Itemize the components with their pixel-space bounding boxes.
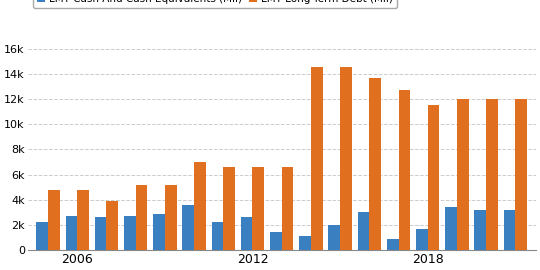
Bar xyxy=(65,216,77,250)
Bar xyxy=(340,68,352,250)
Bar xyxy=(446,207,457,250)
Bar xyxy=(428,105,440,250)
Bar xyxy=(504,210,515,250)
Bar xyxy=(165,185,177,250)
Bar xyxy=(183,205,194,250)
Bar xyxy=(124,216,136,250)
Bar xyxy=(475,210,486,250)
Bar xyxy=(486,99,498,250)
Bar xyxy=(253,167,264,250)
Bar xyxy=(194,162,206,250)
Bar xyxy=(515,99,527,250)
Bar xyxy=(106,201,118,250)
Bar xyxy=(399,90,410,250)
Bar xyxy=(77,190,89,250)
Bar xyxy=(357,212,369,250)
Bar xyxy=(94,217,106,250)
Bar xyxy=(457,99,469,250)
Bar xyxy=(328,225,340,250)
Bar xyxy=(311,68,322,250)
Bar xyxy=(212,222,223,250)
Legend: LMT Cash And Cash Equivalents (Mil), LMT Long-Term Debt (Mil): LMT Cash And Cash Equivalents (Mil), LMT… xyxy=(33,0,397,8)
Bar xyxy=(241,217,253,250)
Bar xyxy=(48,190,60,250)
Bar xyxy=(416,229,428,250)
Bar xyxy=(270,232,282,250)
Bar xyxy=(136,185,147,250)
Bar xyxy=(299,236,311,250)
Bar xyxy=(369,77,381,250)
Bar xyxy=(387,239,399,250)
Bar xyxy=(223,167,235,250)
Bar xyxy=(282,167,293,250)
Bar xyxy=(36,222,48,250)
Bar xyxy=(153,214,165,250)
